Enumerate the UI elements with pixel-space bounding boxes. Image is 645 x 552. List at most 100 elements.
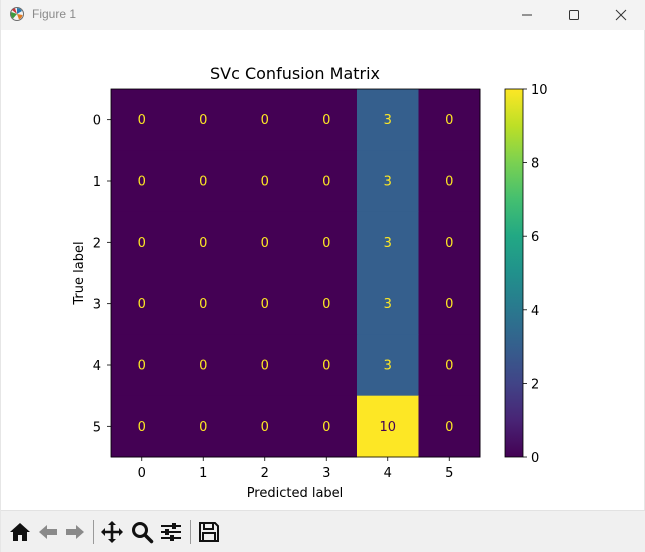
title-bar[interactable]: Figure 1 [1, 0, 645, 30]
cell-value-label: 0 [138, 420, 146, 435]
cell-value-label: 3 [384, 236, 392, 251]
cell-value-label: 0 [322, 297, 330, 312]
close-icon [615, 9, 627, 21]
heatmap-cell [234, 150, 296, 213]
cell-value-label: 0 [138, 359, 146, 374]
heatmap-cell [357, 273, 419, 335]
heatmap-cell [111, 273, 173, 335]
cell-value-label: 0 [199, 420, 207, 435]
heatmap-cell [418, 395, 481, 458]
cell-value-label: 0 [261, 113, 269, 128]
x-tick-label: 2 [261, 466, 269, 481]
heatmap-cell [295, 395, 358, 458]
heatmap-cell [172, 150, 235, 213]
home-icon [10, 523, 30, 541]
heatmap-cell [357, 395, 419, 458]
heatmap-cell [418, 334, 481, 397]
cell-value-label: 0 [445, 420, 453, 435]
heatmap-cell [295, 150, 358, 213]
heatmap-cell [234, 395, 296, 458]
cell-value-label: 0 [322, 420, 330, 435]
colorbar-tick-label: 4 [531, 304, 539, 319]
colorbar-tick-label: 2 [531, 377, 539, 392]
zoom-button[interactable] [130, 520, 154, 544]
cell-value-label: 3 [384, 113, 392, 128]
heatmap-cell [357, 150, 419, 213]
heatmap-cell [111, 395, 173, 458]
toolbar-separator [190, 520, 191, 544]
close-button[interactable] [598, 0, 644, 30]
pan-button[interactable] [100, 520, 124, 544]
cell-value-label: 0 [261, 236, 269, 251]
cell-value-label: 3 [384, 175, 392, 190]
y-tick-label: 4 [93, 359, 101, 374]
forward-button[interactable] [63, 520, 87, 544]
cell-value-label: 0 [261, 297, 269, 312]
maximize-button[interactable] [551, 0, 597, 30]
x-axis-label: Predicted label [247, 486, 344, 501]
arrow-left-icon [39, 525, 57, 539]
heatmap-cell [172, 395, 235, 458]
cell-value-label: 0 [138, 113, 146, 128]
cell-value-label: 3 [384, 359, 392, 374]
magnifier-icon [132, 522, 154, 544]
matplotlib-figure-icon [9, 6, 25, 22]
toolbar-separator [93, 520, 94, 544]
heatmap-cell [418, 211, 481, 274]
cell-value-label: 0 [138, 297, 146, 312]
chart-title: SVc Confusion Matrix [210, 64, 380, 83]
heatmap-cell [295, 89, 358, 151]
colorbar-tick-label: 0 [531, 451, 539, 466]
cell-value-label: 0 [322, 359, 330, 374]
cell-value-label: 0 [199, 236, 207, 251]
heatmap-cell [295, 211, 358, 274]
x-tick-label: 1 [199, 466, 207, 481]
save-button[interactable] [197, 520, 221, 544]
plot-frame [110, 88, 481, 458]
y-tick-label: 3 [93, 298, 101, 313]
configure-subplots-button[interactable] [159, 520, 183, 544]
heatmap-cell [418, 273, 481, 335]
minimize-button[interactable] [504, 0, 550, 30]
x-tick-label: 4 [384, 466, 392, 481]
cell-value-label: 0 [138, 236, 146, 251]
cell-value-label: 0 [199, 113, 207, 128]
heatmap-cell [418, 89, 481, 151]
heatmap-cell [111, 150, 173, 213]
cell-value-label: 10 [379, 420, 396, 435]
sliders-icon [161, 523, 181, 541]
y-tick-label: 1 [93, 175, 101, 190]
home-button[interactable] [8, 520, 32, 544]
colorbar-tick-label: 10 [531, 83, 548, 98]
y-tick-label: 5 [93, 420, 101, 435]
move-icon [101, 521, 123, 543]
minimize-icon [522, 14, 532, 16]
heatmap-cell [172, 273, 235, 335]
cell-value-label: 0 [199, 359, 207, 374]
heatmap-cell [418, 150, 481, 213]
heatmap-cell [357, 211, 419, 274]
heatmap-cell [357, 89, 419, 151]
arrow-right-icon [66, 525, 84, 539]
colorbar [504, 88, 524, 458]
cell-value-label: 0 [261, 359, 269, 374]
cell-value-label: 0 [445, 297, 453, 312]
y-tick-label: 0 [93, 114, 101, 129]
cell-value-label: 3 [384, 297, 392, 312]
heatmap-cell [234, 89, 296, 151]
heatmap-cell [172, 89, 235, 151]
cell-value-label: 0 [322, 175, 330, 190]
cell-value-label: 0 [322, 236, 330, 251]
heatmap-cell [172, 334, 235, 397]
y-tick-label: 2 [93, 236, 101, 251]
floppy-disk-icon [199, 522, 219, 542]
cell-value-label: 0 [261, 420, 269, 435]
back-button[interactable] [36, 520, 60, 544]
x-tick-label: 3 [322, 466, 330, 481]
cell-value-label: 0 [445, 175, 453, 190]
cell-value-label: 0 [322, 113, 330, 128]
cell-value-label: 0 [445, 236, 453, 251]
heatmap-cell [111, 89, 173, 151]
figure-canvas[interactable]: SVc Confusion Matrix 0 0 0 0 3 0 0 0 0 0 3 0 0 0 0 0 3 0 0… [1, 30, 645, 510]
